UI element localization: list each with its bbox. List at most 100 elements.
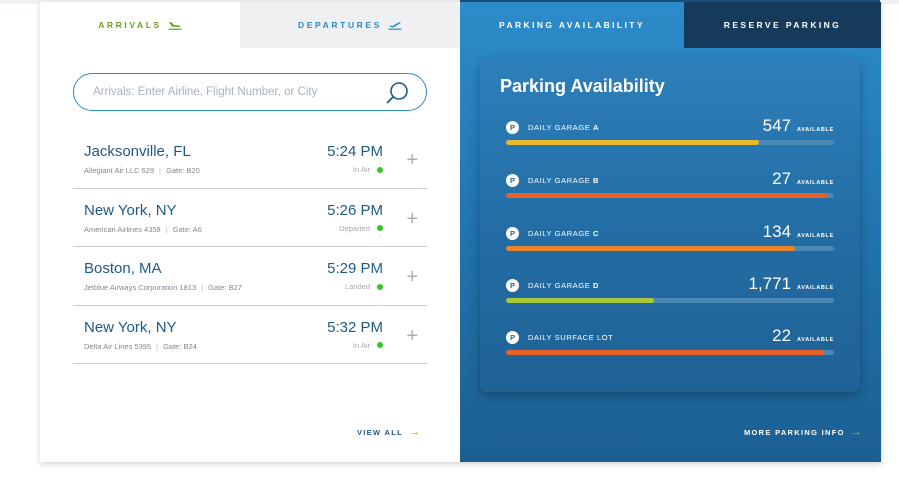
- lot-count: 547: [762, 116, 792, 135]
- lot-progress-fill: [506, 140, 759, 145]
- more-parking-info-link[interactable]: MORE PARKING INFO →: [744, 426, 863, 438]
- flight-row[interactable]: New York, NY Delta Air Lines 5395 | Gate: …: [73, 306, 427, 364]
- lot-progress-bar: [506, 140, 834, 145]
- search-input[interactable]: [74, 86, 374, 98]
- tab-arrivals[interactable]: ARRIVALS: [40, 2, 240, 48]
- expand-plus-icon[interactable]: +: [406, 149, 418, 171]
- flights-panel: ARRIVALS DEPARTURES Jacksonville, FL: [40, 2, 460, 462]
- plane-landing-icon: [168, 22, 182, 30]
- lot-count: 1,771: [748, 274, 792, 293]
- flight-status: In Air: [353, 341, 383, 350]
- flight-search: [73, 73, 427, 111]
- plane-takeoff-icon: [388, 22, 402, 30]
- lot-progress-fill: [506, 193, 828, 198]
- search-icon[interactable]: [386, 81, 410, 105]
- flight-airline: Jetblue Airways Corporation 1813: [84, 283, 197, 292]
- flight-status: Departed: [339, 224, 383, 233]
- lot-letter: C: [593, 229, 600, 238]
- arrow-right-icon: →: [850, 426, 864, 438]
- tab-reserve-parking[interactable]: RESERVE PARKING: [684, 2, 881, 48]
- lot-count-group: 134 AVAILABLE: [763, 222, 834, 242]
- expand-plus-icon[interactable]: +: [406, 207, 418, 230]
- expand-plus-icon[interactable]: +: [406, 266, 418, 288]
- lot-count-group: 22 AVAILABLE: [772, 326, 834, 346]
- lot-prefix: DAILY GARAGE: [528, 123, 591, 132]
- status-dot-icon: [377, 166, 383, 173]
- flight-city: Jacksonville, FL: [84, 143, 191, 160]
- lot-count: 22: [772, 326, 792, 345]
- lot-prefix: DAILY GARAGE: [528, 176, 591, 185]
- lot-letter: A: [593, 123, 600, 132]
- lot-count: 27: [772, 169, 792, 188]
- flight-status: In Air: [353, 165, 383, 174]
- lot-prefix: DAILY GARAGE: [528, 229, 591, 238]
- lot-letter: D: [593, 281, 600, 290]
- flight-row[interactable]: New York, NY American Airlines 4358 | Gate…: [73, 189, 427, 247]
- parking-lot-row: P DAILY GARAGE C 134 AVAILABLE: [506, 222, 834, 263]
- flight-gate: Gate: B24: [163, 341, 197, 351]
- parking-p-icon: P: [506, 227, 519, 240]
- flight-city: Boston, MA: [84, 260, 162, 277]
- arrow-right-icon: →: [408, 426, 422, 438]
- lot-progress-bar: [506, 298, 834, 303]
- parking-panel: PARKING AVAILABILITY RESERVE PARKING Par…: [460, 2, 881, 462]
- status-dot-icon: [377, 225, 383, 231]
- lot-available-label: AVAILABLE: [797, 337, 834, 343]
- tab-departures-label: DEPARTURES: [298, 20, 382, 30]
- lot-name: DAILY SURFACE LOT: [528, 333, 613, 342]
- lot-prefix: DAILY GARAGE: [528, 281, 591, 290]
- lot-name: DAILY GARAGE C: [528, 229, 599, 238]
- flight-list: Jacksonville, FL Allegiant Air LLC 629 | G…: [73, 130, 427, 364]
- tab-arrivals-label: ARRIVALS: [98, 20, 162, 30]
- view-all-link[interactable]: VIEW ALL →: [357, 426, 421, 438]
- lot-available-label: AVAILABLE: [797, 233, 834, 239]
- flight-status-text: Landed: [344, 282, 370, 291]
- lot-name: DAILY GARAGE A: [528, 123, 599, 132]
- parking-lot-row: P DAILY GARAGE A 547 AVAILABLE: [506, 116, 834, 157]
- status-dot-icon: [377, 283, 383, 290]
- lot-count-group: 27 AVAILABLE: [772, 169, 834, 189]
- expand-plus-icon[interactable]: +: [406, 324, 418, 347]
- lot-name: DAILY GARAGE D: [528, 281, 599, 290]
- flight-meta: Allegiant Air LLC 629 | Gate: B20: [84, 166, 200, 175]
- tab-parking-availability-label: PARKING AVAILABILITY: [499, 20, 645, 30]
- flight-gate: Gate: A6: [172, 224, 202, 234]
- lot-count-group: 1,771 AVAILABLE: [748, 274, 834, 294]
- meta-separator: |: [159, 166, 161, 175]
- parking-title: Parking Availability: [500, 76, 665, 96]
- lot-available-label: AVAILABLE: [797, 180, 834, 186]
- lot-letter: B: [593, 176, 600, 185]
- lot-count: 134: [762, 222, 792, 241]
- tab-parking-availability[interactable]: PARKING AVAILABILITY: [460, 2, 684, 48]
- parking-lot-row: P DAILY GARAGE B 27 AVAILABLE: [506, 169, 834, 210]
- lot-name: DAILY GARAGE B: [528, 176, 599, 185]
- view-all-label: VIEW ALL: [357, 427, 403, 437]
- flight-gate: Gate: B27: [208, 283, 242, 292]
- status-dot-icon: [377, 342, 383, 348]
- flight-city: New York, NY: [84, 201, 177, 219]
- lot-progress-bar: [506, 246, 834, 251]
- flight-meta: Delta Air Lines 5395 | Gate: B24: [84, 342, 197, 351]
- flight-time: 5:29 PM: [327, 260, 383, 277]
- flight-airline: American Airlines 4358: [84, 224, 161, 234]
- parking-p-icon: P: [506, 121, 519, 134]
- lot-prefix: DAILY SURFACE LOT: [528, 333, 614, 342]
- parking-p-icon: P: [506, 331, 519, 344]
- parking-lot-row: P DAILY SURFACE LOT 22 AVAILABLE: [506, 326, 834, 367]
- parking-p-icon: P: [506, 279, 519, 292]
- flight-row[interactable]: Boston, MA Jetblue Airways Corporation 1…: [73, 247, 427, 306]
- flight-row[interactable]: Jacksonville, FL Allegiant Air LLC 629 | G…: [73, 130, 427, 189]
- parking-p-icon: P: [506, 174, 519, 187]
- flight-meta: Jetblue Airways Corporation 1813 | Gate: B…: [84, 283, 242, 292]
- tab-departures[interactable]: DEPARTURES: [240, 2, 460, 48]
- flight-status-text: In Air: [352, 340, 370, 350]
- flight-gate: Gate: B20: [166, 166, 200, 175]
- flight-airline: Allegiant Air LLC 629: [84, 166, 155, 175]
- flight-time: 5:32 PM: [327, 318, 383, 336]
- flight-status-text: Departed: [339, 223, 370, 233]
- flight-city: New York, NY: [84, 318, 177, 336]
- lot-progress-bar: [506, 193, 834, 198]
- tab-reserve-parking-label: RESERVE PARKING: [723, 20, 842, 30]
- flight-time: 5:24 PM: [327, 143, 383, 160]
- parking-availability-card: Parking Availability P DAILY GARAGE A 54…: [480, 58, 860, 392]
